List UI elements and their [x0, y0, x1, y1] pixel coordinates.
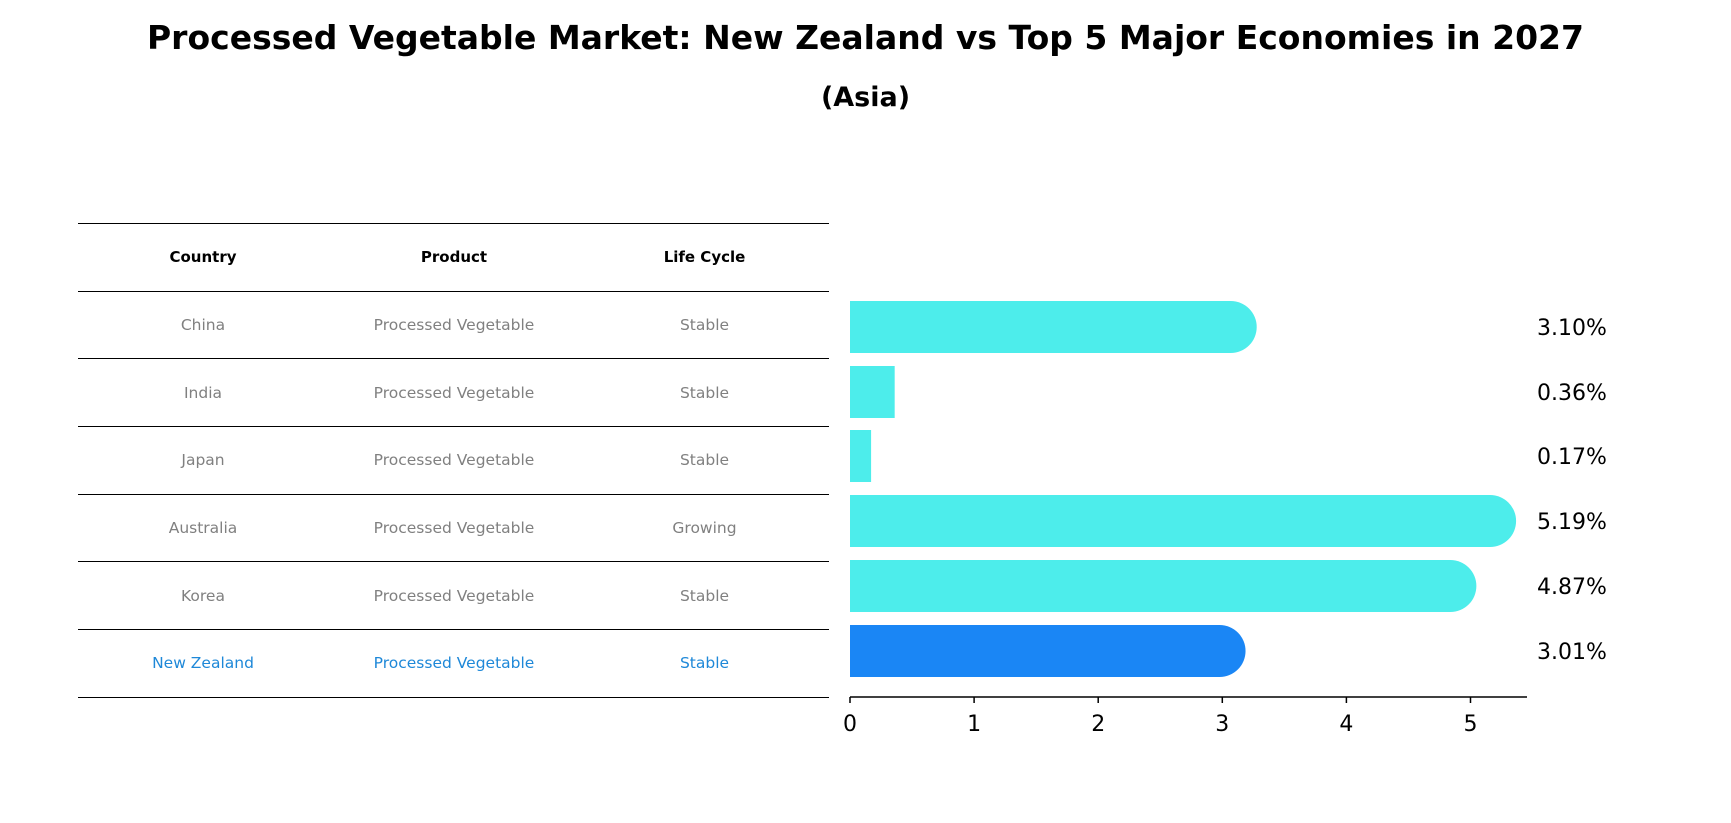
x-tick-label: 2: [1091, 712, 1105, 737]
data-label: 3.01%: [1537, 640, 1607, 665]
bar-japan: [850, 430, 872, 482]
table-row: China Processed Vegetable Stable: [78, 290, 829, 359]
table-row: India Processed Vegetable Stable: [78, 358, 829, 426]
data-table: Country Product Life Cycle China Processe…: [78, 223, 829, 698]
table-row: Australia Processed Vegetable Growing: [78, 493, 829, 562]
x-tick-label: 4: [1339, 712, 1353, 737]
table-row: Japan Processed Vegetable Stable: [78, 426, 829, 494]
cell-life-cycle: Stable: [679, 383, 730, 402]
cell-life-cycle: Stable: [679, 654, 730, 673]
x-tick-label: 3: [1215, 712, 1229, 737]
table-row: New Zealand Processed Vegetable Stable: [78, 629, 829, 698]
cell-product: Processed Vegetable: [373, 519, 535, 538]
chart-subtitle: (Asia): [820, 82, 911, 113]
header-product: Product: [420, 248, 488, 267]
bar-china: [850, 301, 1257, 353]
cell-life-cycle: Stable: [679, 586, 730, 605]
cell-country: China: [180, 316, 226, 335]
bar-new-zealand: [850, 625, 1246, 677]
cell-product: Processed Vegetable: [373, 451, 535, 470]
cell-country: Australia: [168, 519, 238, 538]
cell-product: Processed Vegetable: [373, 383, 535, 402]
table-row: Korea Processed Vegetable Stable: [78, 561, 829, 629]
cell-product: Processed Vegetable: [373, 586, 535, 605]
data-label: 0.17%: [1537, 445, 1607, 470]
data-label: 3.10%: [1537, 316, 1607, 341]
bar-india: [850, 366, 895, 418]
table-header: Country Product Life Cycle: [78, 223, 829, 291]
data-label: 4.87%: [1537, 575, 1607, 600]
data-label: 5.19%: [1537, 510, 1607, 535]
cell-life-cycle: Stable: [679, 316, 730, 335]
chart-title: Processed Vegetable Market: New Zealand …: [147, 18, 1584, 57]
bar-korea: [850, 560, 1477, 612]
header-country: Country: [169, 248, 237, 267]
x-tick-label: 5: [1464, 712, 1478, 737]
x-tick-label: 0: [843, 712, 857, 737]
cell-product: Processed Vegetable: [373, 316, 535, 335]
cell-country: Korea: [181, 586, 225, 605]
data-label: 0.36%: [1537, 381, 1607, 406]
cell-country: New Zealand: [152, 654, 254, 673]
cell-country: India: [183, 383, 223, 402]
cell-product: Processed Vegetable: [373, 654, 535, 673]
x-tick-label: 1: [967, 712, 981, 737]
cell-life-cycle: Stable: [679, 451, 730, 470]
cell-country: Japan: [181, 451, 225, 470]
cell-life-cycle: Growing: [672, 519, 737, 538]
bar-australia: [850, 495, 1517, 547]
header-life-cycle: Life Cycle: [663, 248, 746, 267]
